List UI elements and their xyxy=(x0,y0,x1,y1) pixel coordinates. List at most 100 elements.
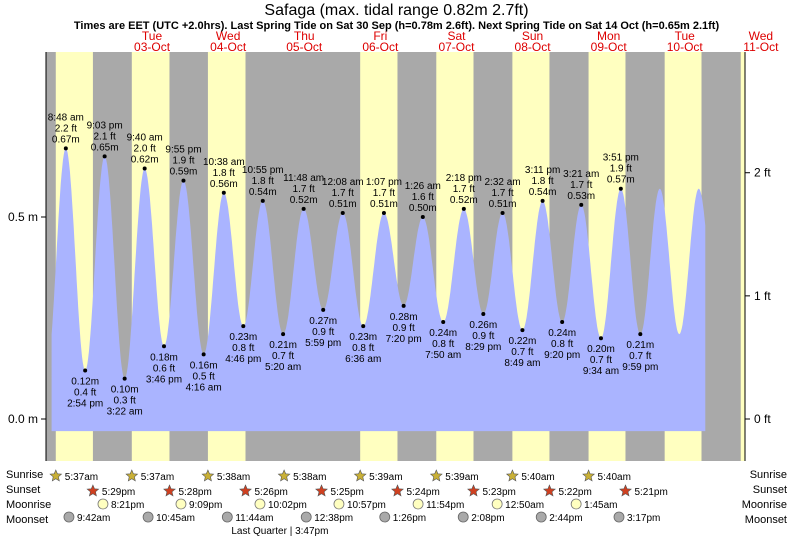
tide-time-label: 1:07 pm xyxy=(366,177,402,188)
moonrise-icon xyxy=(333,498,345,510)
tide-time-label: 9:34 am xyxy=(583,366,619,377)
tide-time-label: 8:48 am xyxy=(48,112,84,123)
moonset-icon xyxy=(613,511,625,523)
sunset-time-label: 5:26pm xyxy=(255,487,288,498)
row-label-moonrise-left: Moonrise xyxy=(6,499,52,511)
tide-metres-label: 0.16m xyxy=(190,360,218,371)
moonset-icon xyxy=(457,511,469,523)
moonrise-icon xyxy=(254,498,266,510)
tide-time-label: 4:46 pm xyxy=(225,354,261,365)
day-date-label: 10-Oct xyxy=(667,40,704,54)
tide-feet-label: 1.9 ft xyxy=(172,156,194,167)
sunset-icon xyxy=(619,484,632,497)
moonrise-icon xyxy=(97,498,109,510)
tide-feet-label: 0.5 ft xyxy=(193,371,215,382)
day-date-label: 05-Oct xyxy=(286,40,323,54)
sunrise-icon xyxy=(49,469,63,482)
tide-feet-label: 0.7 ft xyxy=(590,355,612,366)
row-label-sunrise-right: Sunrise xyxy=(749,469,787,481)
tide-feet-label: 0.7 ft xyxy=(511,347,533,358)
tide-metres-label: 0.62m xyxy=(131,155,159,166)
tide-feet-label: 1.7 ft xyxy=(332,188,354,199)
moonrise-icon xyxy=(491,498,503,510)
tide-time-label: 10:38 am xyxy=(203,157,245,168)
moonset-icon xyxy=(535,511,547,523)
tide-feet-label: 1.7 ft xyxy=(491,188,513,199)
daylight-band xyxy=(740,52,745,461)
tide-time-label: 9:59 pm xyxy=(622,362,658,373)
tide-time-label: 11:48 am xyxy=(283,173,324,184)
tide-feet-label: 2.1 ft xyxy=(94,131,116,142)
tide-feet-label: 1.7 ft xyxy=(293,184,315,195)
moonrise-time-label: 10:57pm xyxy=(347,500,386,511)
tide-metres-label: 0.20m xyxy=(587,344,615,355)
high-tide-point xyxy=(461,206,466,211)
sunrise-time-label: 5:38am xyxy=(217,472,250,483)
low-tide-point xyxy=(201,352,206,357)
day-name-label: Fri xyxy=(373,29,387,43)
day-name-label: Wed xyxy=(216,29,240,43)
low-tide-point xyxy=(281,332,286,337)
tide-metres-label: 0.59m xyxy=(170,167,198,178)
day-name-label: Wed xyxy=(749,29,773,43)
tide-time-label: 9:20 pm xyxy=(544,350,580,361)
high-tide-point xyxy=(221,190,226,195)
chart-subtitle: Times are EET (UTC +2.0hrs). Last Spring… xyxy=(73,20,720,32)
moonset-time-label: 11:44am xyxy=(235,513,273,524)
tide-metres-label: 0.67m xyxy=(52,134,80,145)
moonrise-icon xyxy=(570,498,582,510)
high-tide-point xyxy=(63,146,68,151)
day-name-label: Tue xyxy=(142,29,163,43)
tide-metres-label: 0.51m xyxy=(489,199,517,210)
right-tick-label: 0 ft xyxy=(754,412,771,426)
moonset-time-label: 12:38pm xyxy=(314,513,353,524)
tide-feet-label: 0.9 ft xyxy=(472,331,494,342)
tide-metres-label: 0.52m xyxy=(450,195,478,206)
moonset-time-label: 10:45am xyxy=(156,513,195,524)
tide-feet-label: 0.3 ft xyxy=(114,396,136,407)
high-tide-point xyxy=(102,154,107,159)
high-tide-point xyxy=(500,210,505,215)
tide-time-label: 8:29 pm xyxy=(465,342,501,353)
tide-time-label: 3:21 am xyxy=(563,169,599,180)
high-tide-point xyxy=(260,198,265,203)
day-date-label: 03-Oct xyxy=(134,40,171,54)
tide-time-label: 6:36 am xyxy=(345,354,381,365)
tide-feet-label: 2.0 ft xyxy=(134,144,156,155)
row-label-moonrise-right: Moonrise xyxy=(741,499,787,511)
tide-time-label: 7:20 pm xyxy=(386,334,422,345)
tide-feet-label: 1.9 ft xyxy=(610,164,632,175)
high-tide-point xyxy=(420,215,425,219)
sunset-icon xyxy=(315,484,328,497)
moonrise-time-label: 12:50am xyxy=(505,500,544,511)
day-date-label: 06-Oct xyxy=(362,40,399,54)
tide-feet-label: 0.8 ft xyxy=(232,343,254,354)
sunrise-time-label: 5:37am xyxy=(65,472,98,483)
tide-feet-label: 1.7 ft xyxy=(373,188,395,199)
moonrise-time-label: 8:21pm xyxy=(111,500,144,511)
tide-metres-label: 0.23m xyxy=(229,332,257,343)
sunrise-time-label: 5:39am xyxy=(369,472,402,483)
tide-feet-label: 0.7 ft xyxy=(629,351,651,362)
tide-metres-label: 0.54m xyxy=(529,187,557,198)
row-label-sunset-right: Sunset xyxy=(752,484,787,496)
day-name-label: Mon xyxy=(597,29,620,43)
low-tide-point xyxy=(321,307,326,312)
tide-feet-label: 1.8 ft xyxy=(213,168,235,179)
sunset-icon xyxy=(239,484,252,497)
tide-time-label: 2:54 pm xyxy=(67,399,103,410)
tide-metres-label: 0.50m xyxy=(409,203,437,214)
low-tide-point xyxy=(361,324,366,329)
high-tide-point xyxy=(381,210,386,215)
tide-time-label: 1:26 am xyxy=(405,181,441,192)
sunrise-time-label: 5:40am xyxy=(521,472,554,483)
low-tide-point xyxy=(520,328,525,333)
tide-time-label: 9:40 am xyxy=(127,133,163,144)
sunset-icon xyxy=(86,484,100,497)
tide-metres-label: 0.23m xyxy=(349,332,377,343)
high-tide-point xyxy=(618,186,623,191)
tide-metres-label: 0.57m xyxy=(607,175,635,186)
sunrise-icon xyxy=(429,469,443,482)
sunrise-time-label: 5:38am xyxy=(293,472,326,483)
high-tide-point xyxy=(540,198,545,203)
